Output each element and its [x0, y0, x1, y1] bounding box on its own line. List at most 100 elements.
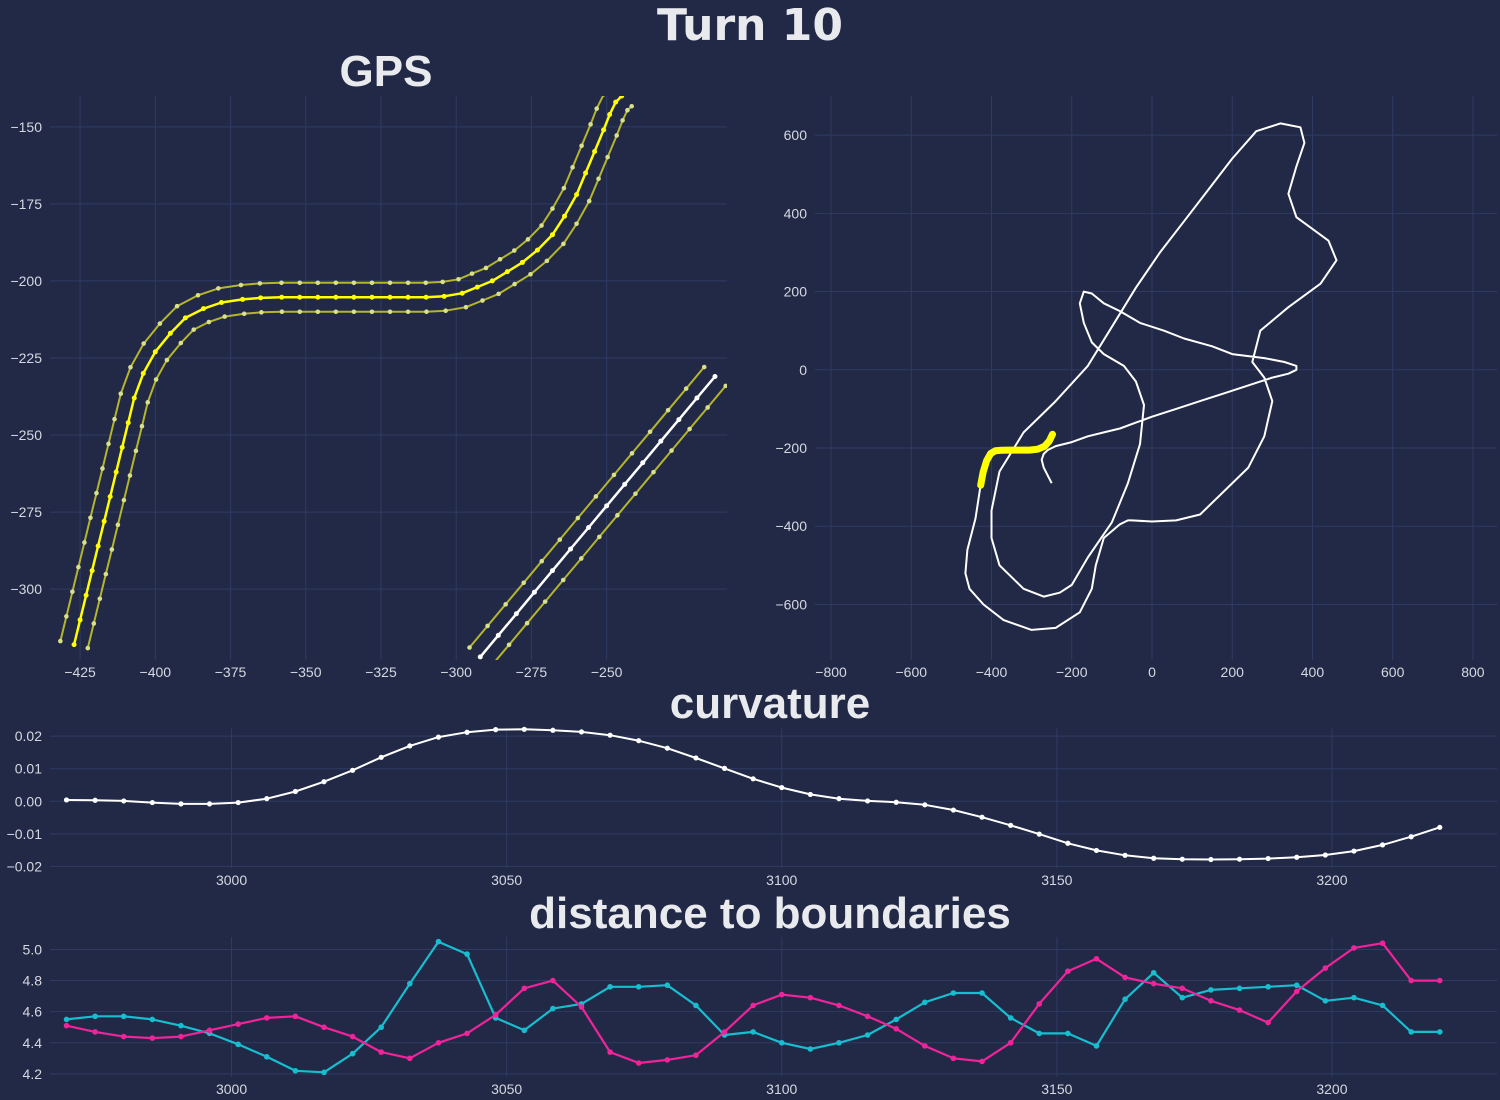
distance-point-cyan [635, 983, 642, 990]
boundary-point [64, 614, 69, 619]
distance-point-cyan [464, 951, 470, 957]
centerline-point [568, 546, 574, 552]
curvature-point [1322, 852, 1328, 858]
distance-point-magenta [1436, 977, 1443, 984]
x-tick-label: 3100 [766, 1081, 797, 1097]
boundary-point [561, 185, 567, 191]
boundary-point [463, 304, 469, 310]
distance-point-magenta [92, 1029, 98, 1035]
distance-point-magenta [1265, 1019, 1271, 1026]
boundary-point [279, 309, 285, 315]
distance-point-magenta [721, 1029, 728, 1035]
distance-point-cyan [1293, 982, 1300, 989]
x-tick-label: 3150 [1041, 1081, 1072, 1097]
curvature-point [521, 726, 527, 732]
boundary-point [133, 448, 139, 454]
distance-point-magenta [1322, 965, 1329, 971]
y-tick-label: −175 [10, 196, 42, 212]
straight-left-boundary [468, 366, 705, 649]
distance-point-magenta [922, 1043, 928, 1049]
centerline-point [219, 299, 225, 305]
boundary-point [723, 383, 727, 389]
x-tick-label: 3050 [491, 872, 522, 888]
y-tick-label: 200 [784, 284, 808, 300]
centerline-point [474, 284, 480, 290]
boundary-point [112, 416, 117, 422]
x-tick-label: 3050 [491, 1081, 522, 1097]
distance-point-magenta [1208, 997, 1214, 1004]
curvature-point [178, 801, 184, 807]
boundary-point [145, 400, 151, 405]
x-tick-label: −325 [365, 664, 397, 680]
curvature-point [607, 732, 613, 738]
centerline-point [489, 278, 495, 284]
boundary-point [369, 309, 375, 315]
distance-point-magenta [1179, 985, 1186, 992]
boundary-point [614, 133, 619, 138]
curvature-point [264, 796, 270, 802]
curvature-point [721, 765, 728, 771]
distance-point-cyan [521, 1027, 528, 1034]
boundary-point [153, 377, 159, 382]
curvature-point [807, 791, 813, 798]
boundary-point [351, 280, 357, 286]
y-tick-label: −300 [10, 581, 42, 597]
straight-right-boundary [494, 385, 727, 660]
distance-point-cyan [664, 982, 671, 989]
distance-point-cyan [778, 1039, 785, 1046]
curvature-point [350, 767, 356, 773]
boundary-point [206, 319, 212, 325]
boundary-point [222, 314, 227, 319]
distance-point-magenta [1122, 974, 1128, 981]
boundary-point [118, 391, 124, 397]
x-tick-label: 3200 [1316, 1081, 1347, 1097]
boundary-point [387, 309, 393, 315]
boundary-point [524, 620, 530, 626]
distance-point-magenta [1093, 955, 1100, 962]
centerline-point [613, 99, 619, 105]
centerline-point [387, 294, 393, 300]
boundary-point [647, 429, 653, 435]
centerline-point [258, 295, 264, 301]
y-tick-label: −0.01 [7, 826, 43, 842]
centerline-point [297, 294, 303, 300]
x-tick-label: −425 [64, 664, 96, 680]
distance-point-cyan [1179, 994, 1186, 1001]
x-tick-label: 200 [1221, 664, 1245, 680]
curvature-point [1379, 842, 1386, 848]
boundary-point [496, 291, 501, 297]
curvature-point [1294, 854, 1300, 860]
centerline-point [113, 469, 119, 475]
boundary-point [560, 577, 566, 583]
distance-point-magenta [1408, 977, 1414, 984]
y-tick-label: −200 [10, 273, 42, 289]
distance-point-cyan [550, 1005, 556, 1012]
y-tick-label: −0.02 [7, 858, 43, 874]
gps-panel: −425 −400 −375 −350 −325 −300 −275 −250 −150 −175… [10, 96, 727, 680]
centerline-point [200, 306, 206, 312]
boundary-point [687, 426, 692, 432]
boundary-point [669, 448, 674, 453]
boundary-point [423, 280, 429, 286]
track-outline [964, 122, 1338, 631]
curvature-point [206, 801, 213, 807]
boundary-point [597, 534, 602, 540]
boundary-point [241, 311, 247, 317]
boundary-point [575, 515, 581, 521]
boundary-point [424, 309, 429, 315]
x-tick-label: 3200 [1316, 872, 1347, 888]
distance-point-magenta [1351, 945, 1357, 951]
centerline-point [351, 294, 357, 300]
distance-point-cyan [864, 1032, 871, 1038]
x-tick-label: 3100 [766, 872, 797, 888]
x-tick-label: 3000 [216, 1081, 247, 1097]
boundary-point [58, 638, 63, 644]
distance-point-cyan [235, 1041, 241, 1048]
distance-point-magenta [693, 1052, 699, 1059]
turn-right-boundary [86, 105, 633, 649]
centerline-point [369, 294, 375, 300]
boundary-point [593, 494, 599, 499]
boundary-point [440, 279, 445, 285]
curvature-point [1408, 834, 1414, 840]
distance-point-cyan [149, 1016, 156, 1023]
